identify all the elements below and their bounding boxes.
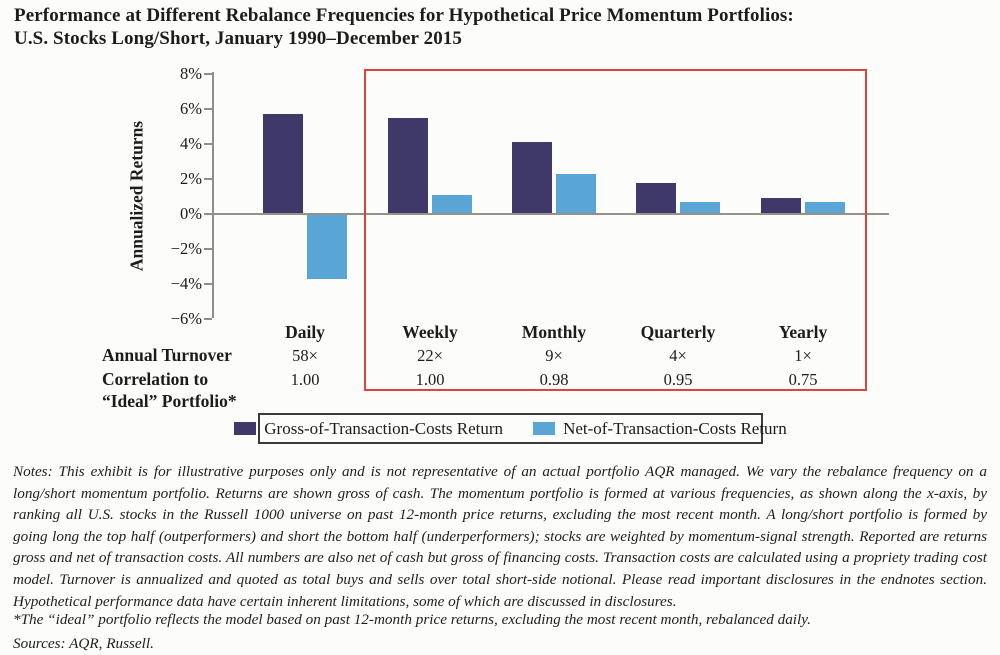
- y-tick: [204, 213, 212, 215]
- chart-title-line1: Performance at Different Rebalance Frequ…: [14, 5, 794, 26]
- notes-line: gross and net of transaction costs. All …: [13, 549, 987, 567]
- zero-baseline: [213, 213, 889, 215]
- y-tick: [204, 248, 212, 250]
- notes-line: model. Turnover is annualized and quoted…: [13, 570, 987, 588]
- bar-net-monthly: [556, 173, 596, 214]
- category-label-quarterly: Quarterly: [640, 322, 716, 342]
- y-tick: [204, 283, 212, 285]
- legend-label-net: Net-of-Transaction-Costs Return: [563, 418, 787, 438]
- category-label-monthly: Monthly: [521, 322, 587, 342]
- turnover-value-weekly: 22×: [417, 346, 443, 365]
- notes-line: Hypothetical performance data have certa…: [13, 592, 677, 610]
- y-tick-label: −6%: [170, 309, 202, 328]
- y-tick-label: −2%: [170, 239, 202, 258]
- turnover-value-daily: 58×: [292, 346, 318, 365]
- notes-line: ranking all U.S. stocks in the Russell 1…: [13, 506, 987, 524]
- row-label-correlation-line2: “Ideal” Portfolio*: [102, 391, 237, 411]
- legend-label-gross: Gross-of-Transaction-Costs Return: [264, 418, 504, 438]
- y-tick: [204, 178, 212, 180]
- bar-net-weekly: [432, 194, 472, 214]
- category-label-yearly: Yearly: [778, 322, 828, 342]
- legend-swatch-gross: [234, 422, 257, 435]
- turnover-value-monthly: 9×: [545, 346, 563, 365]
- bar-net-quarterly: [680, 201, 720, 214]
- chart-title-line2: U.S. Stocks Long/Short, January 1990–Dec…: [14, 27, 462, 49]
- y-tick-label: −4%: [170, 274, 202, 293]
- bar-gross-daily: [263, 114, 303, 214]
- turnover-value-quarterly: 4×: [669, 346, 687, 365]
- legend: Gross-of-Transaction-Costs Return Net-of-…: [234, 413, 787, 444]
- correlation-value-yearly: 0.75: [788, 370, 818, 389]
- y-tick-label: 0%: [180, 204, 202, 223]
- footnote-text: *The “ideal” portfolio reflects the mode…: [13, 611, 811, 628]
- bar-net-yearly: [805, 201, 845, 214]
- y-tick: [204, 73, 212, 75]
- category-label-daily: Daily: [285, 322, 325, 342]
- chart-title: Performance at Different Rebalance Frequ…: [14, 5, 794, 50]
- y-tick-label: 2%: [180, 169, 202, 188]
- y-axis-line: [212, 72, 214, 318]
- notes-line: going long the top half (outperformers) …: [13, 527, 987, 545]
- y-tick-label: 4%: [180, 134, 202, 153]
- legend-swatch-net: [533, 422, 556, 435]
- y-tick: [204, 108, 212, 110]
- bar-gross-quarterly: [636, 182, 676, 214]
- notes-line: long/short momentum portfolio. Returns a…: [13, 484, 987, 502]
- bar-gross-weekly: [388, 117, 428, 214]
- sources-text: Sources: AQR, Russell.: [13, 635, 154, 652]
- correlation-value-weekly: 1.00: [415, 370, 445, 389]
- bar-net-daily: [307, 214, 347, 279]
- notes-text: Notes: This exhibit is for illustrative …: [13, 461, 987, 612]
- correlation-value-monthly: 0.98: [539, 370, 569, 389]
- correlation-value-quarterly: 0.95: [663, 370, 693, 389]
- legend-item-gross: Gross-of-Transaction-Costs Return: [234, 419, 503, 439]
- bar-gross-yearly: [761, 198, 801, 214]
- y-tick-label: 8%: [180, 64, 202, 83]
- highlight-box: [364, 69, 867, 391]
- correlation-value-daily: 1.00: [290, 370, 320, 389]
- row-label-annual-turnover: Annual Turnover: [102, 345, 232, 365]
- bar-gross-monthly: [512, 142, 552, 214]
- row-label-correlation-line1: Correlation to: [102, 369, 209, 389]
- category-label-weekly: Weekly: [402, 322, 458, 342]
- y-tick-label: 6%: [180, 99, 202, 118]
- y-tick: [204, 143, 212, 145]
- turnover-value-yearly: 1×: [794, 346, 812, 365]
- y-tick: [204, 318, 212, 320]
- legend-item-net: Net-of-Transaction-Costs Return: [533, 419, 787, 439]
- notes-line: Notes: This exhibit is for illustrative …: [13, 463, 987, 480]
